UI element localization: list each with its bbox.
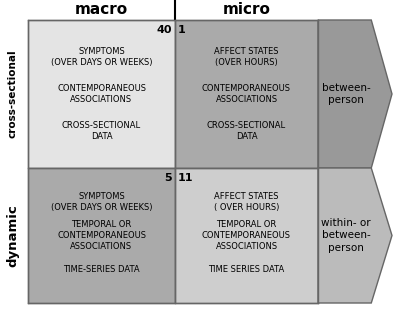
Text: TEMPORAL OR
CONTEMPORANEOUS
ASSOCIATIONS: TEMPORAL OR CONTEMPORANEOUS ASSOCIATIONS	[202, 220, 291, 251]
Text: micro: micro	[222, 3, 270, 18]
Bar	[175, 168, 318, 303]
Text: within- or
between-
person: within- or between- person	[321, 218, 371, 253]
Text: SYMPTOMS
(OVER DAYS OR WEEKS): SYMPTOMS (OVER DAYS OR WEEKS)	[51, 47, 152, 67]
Text: TIME SERIES DATA: TIME SERIES DATA	[208, 265, 285, 274]
Text: dynamic: dynamic	[6, 204, 20, 267]
Text: AFFECT STATES
( OVER HOURS): AFFECT STATES ( OVER HOURS)	[214, 192, 279, 212]
Text: TIME-SERIES DATA: TIME-SERIES DATA	[63, 265, 140, 274]
Text: 40: 40	[156, 25, 172, 35]
Text: AFFECT STATES
(OVER HOURS): AFFECT STATES (OVER HOURS)	[214, 47, 279, 67]
Bar	[28, 168, 175, 303]
Text: CONTEMPORANEOUS
ASSOCIATIONS: CONTEMPORANEOUS ASSOCIATIONS	[202, 84, 291, 104]
Text: TEMPORAL OR
CONTEMPORANEOUS
ASSOCIATIONS: TEMPORAL OR CONTEMPORANEOUS ASSOCIATIONS	[57, 220, 146, 251]
Text: 11: 11	[178, 173, 194, 183]
Polygon shape	[318, 20, 392, 168]
Text: CROSS-SECTIONAL
DATA: CROSS-SECTIONAL DATA	[207, 121, 286, 141]
Bar	[28, 20, 175, 168]
Bar	[175, 20, 318, 168]
Text: 1: 1	[178, 25, 186, 35]
Text: CROSS-SECTIONAL
DATA: CROSS-SECTIONAL DATA	[62, 121, 141, 141]
Text: between-
person: between- person	[322, 83, 370, 105]
Text: macro: macro	[75, 3, 128, 18]
Polygon shape	[318, 168, 392, 303]
Text: SYMPTOMS
(OVER DAYS OR WEEKS): SYMPTOMS (OVER DAYS OR WEEKS)	[51, 192, 152, 212]
Text: cross-sectional: cross-sectional	[8, 50, 18, 138]
Text: CONTEMPORANEOUS
ASSOCIATIONS: CONTEMPORANEOUS ASSOCIATIONS	[57, 84, 146, 104]
Text: 5: 5	[164, 173, 172, 183]
